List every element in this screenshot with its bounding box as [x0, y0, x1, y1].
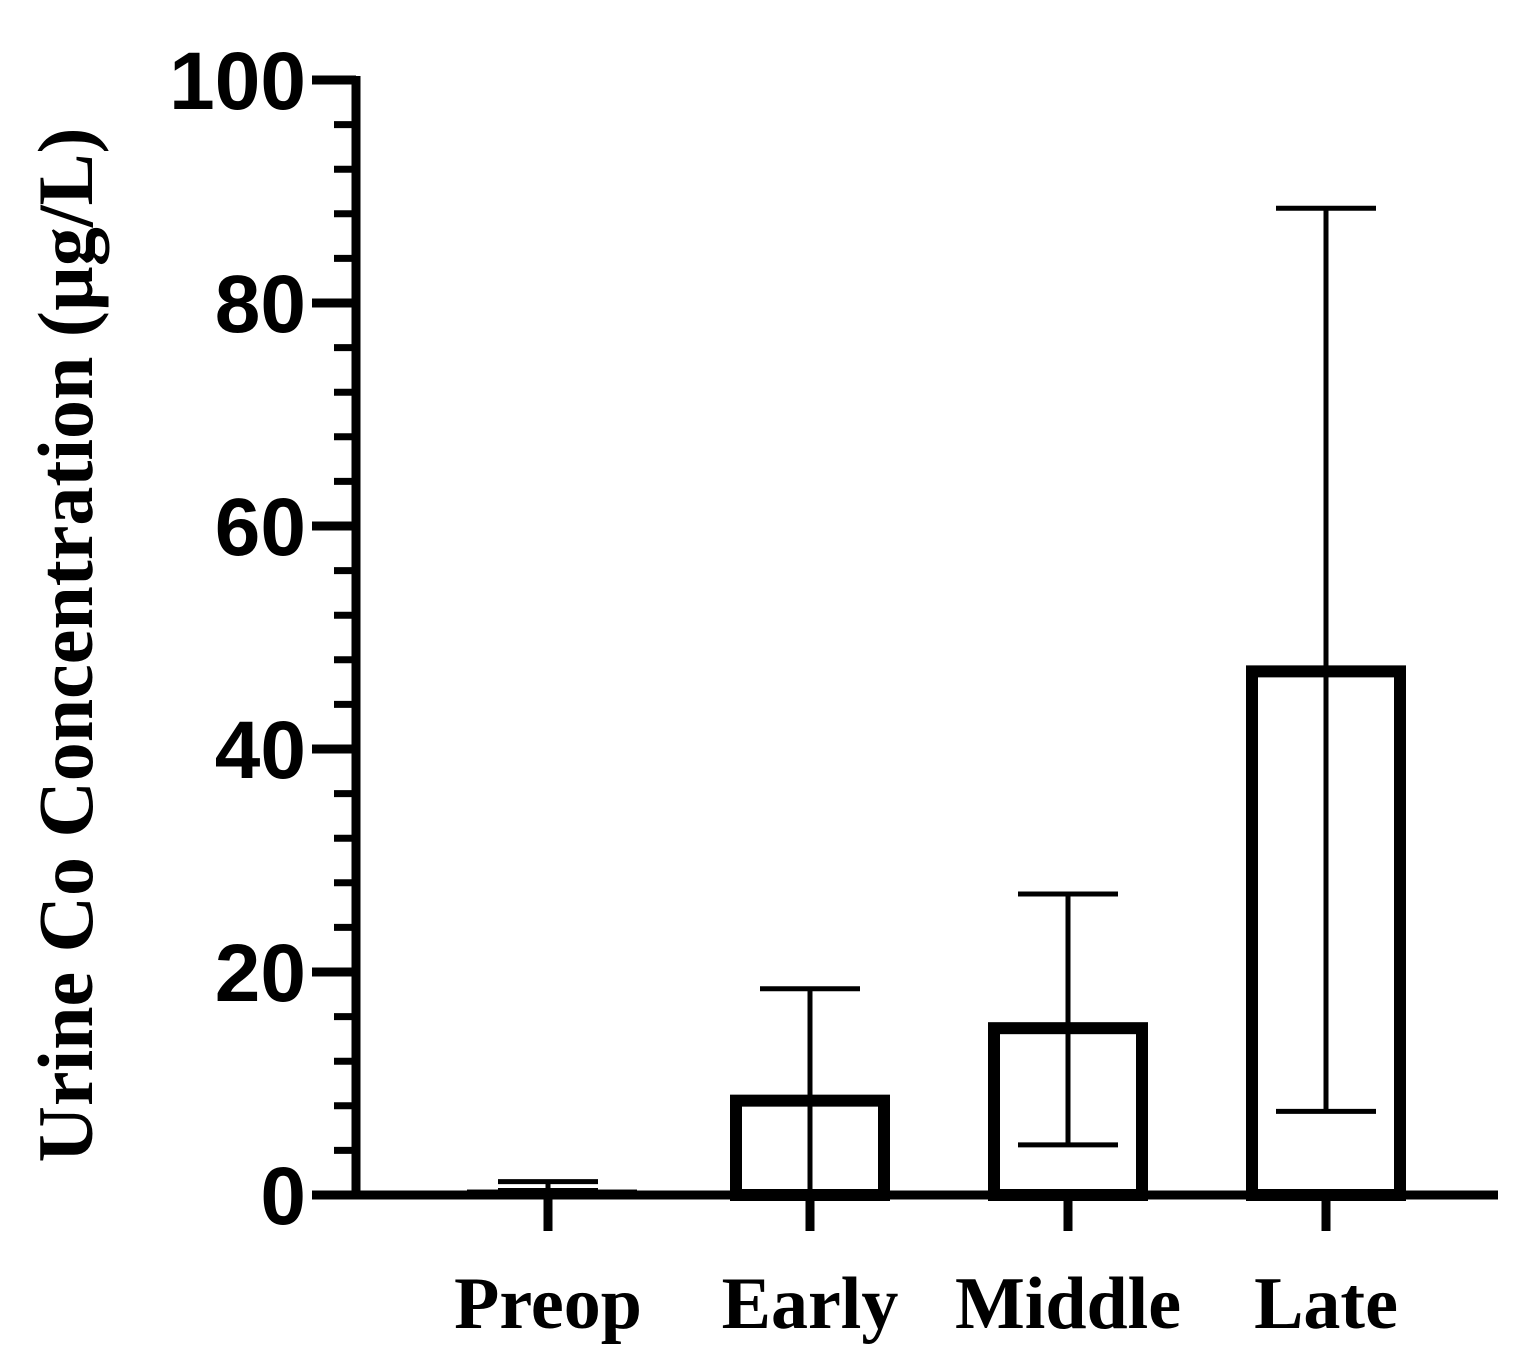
x-tick-label: Middle [955, 1263, 1181, 1345]
y-tick-label: 60 [215, 482, 306, 573]
x-tick-label: Late [1254, 1263, 1398, 1345]
bars [467, 665, 1406, 1202]
y-tick-label: 80 [215, 259, 306, 350]
x-axis: Preop Early Middle Late [334, 1190, 1498, 1345]
x-tick-label: Early [722, 1263, 899, 1345]
y-tick-label: 20 [215, 928, 306, 1019]
y-axis: 0 20 40 60 80 100 [169, 36, 361, 1242]
y-tick-label: 100 [169, 36, 306, 127]
x-tick-label: Preop [454, 1263, 642, 1345]
y-axis-title: Urine Co Concentration (µg/L) [22, 128, 109, 1163]
error-bars [498, 205, 1376, 1195]
y-tick-label: 0 [260, 1151, 306, 1242]
y-tick-label: 40 [215, 705, 306, 796]
